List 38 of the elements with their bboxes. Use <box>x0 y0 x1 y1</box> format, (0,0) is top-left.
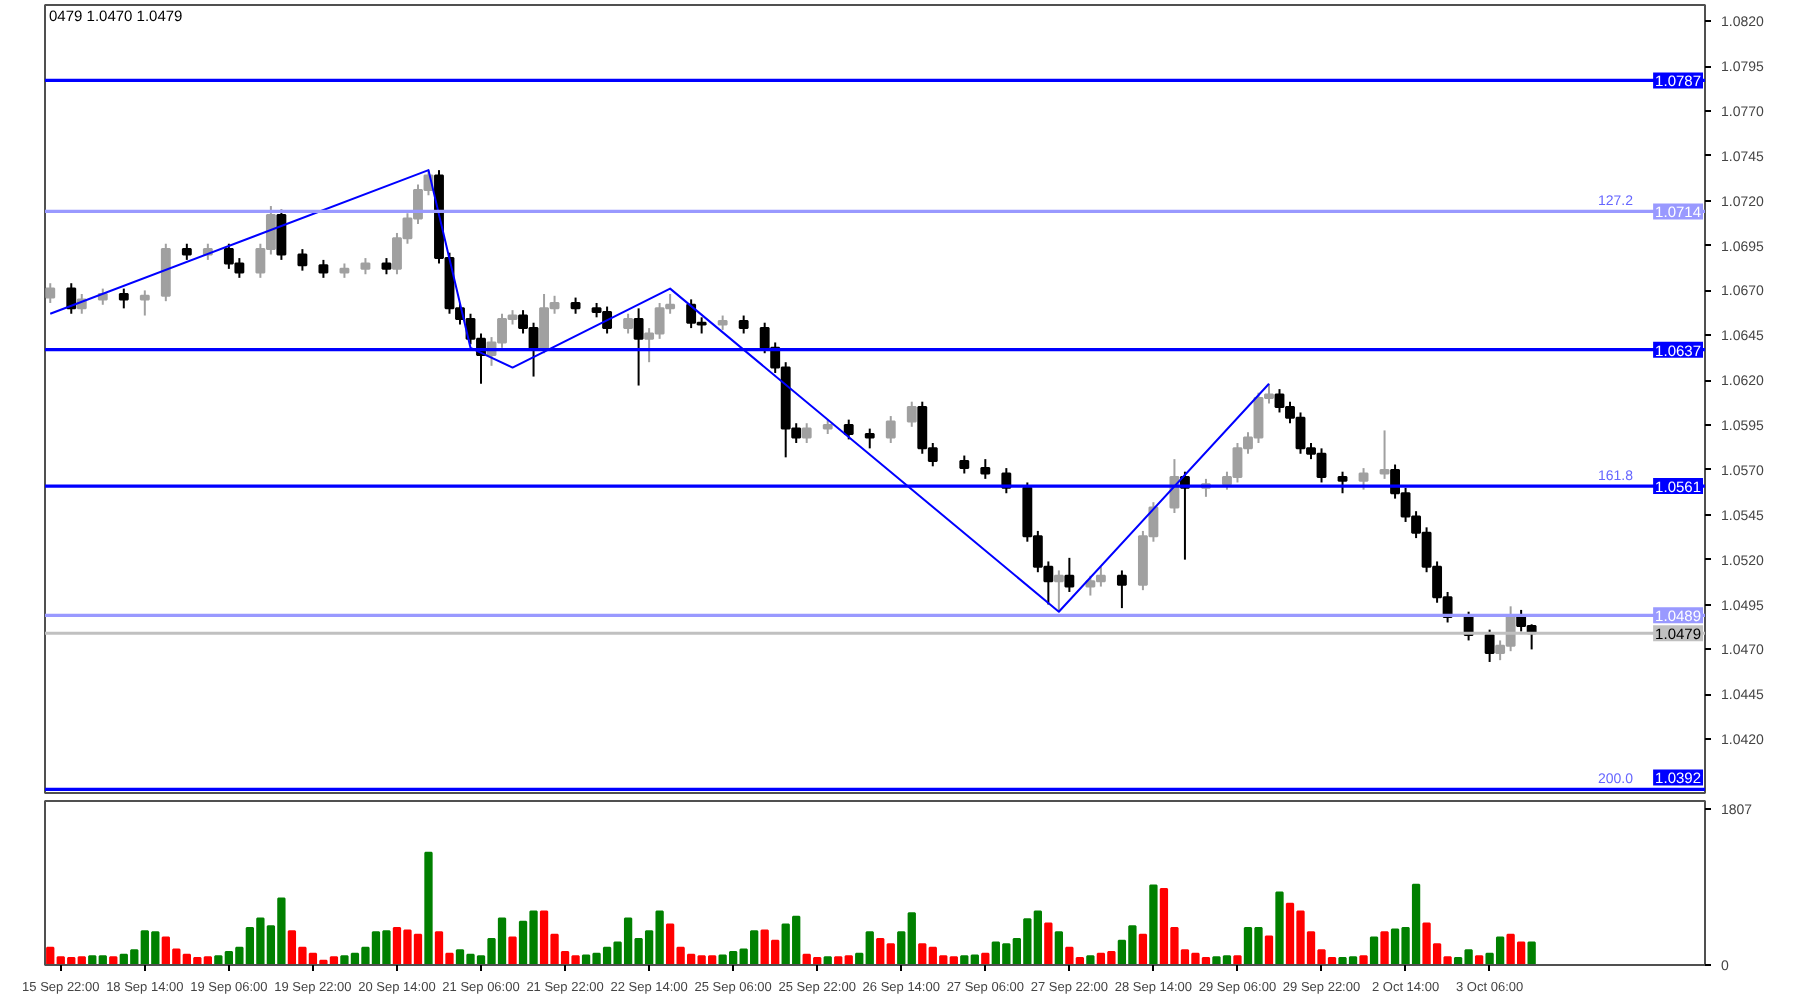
bar <box>1138 933 1148 965</box>
candlestick <box>1358 467 1369 491</box>
candlestick <box>864 427 875 450</box>
bar <box>1359 955 1368 965</box>
bar <box>1474 955 1484 965</box>
candlestick <box>1053 569 1064 613</box>
candlestick <box>45 282 56 304</box>
candlestick <box>801 422 812 444</box>
bar <box>823 956 832 965</box>
bar <box>981 952 990 965</box>
candlestick <box>1337 470 1348 495</box>
candlestick <box>1484 628 1495 663</box>
bar <box>1369 936 1379 965</box>
bar <box>1149 884 1158 965</box>
candlestick <box>297 248 308 272</box>
bar <box>1044 922 1053 965</box>
bar <box>1054 931 1064 965</box>
bar <box>1527 941 1536 965</box>
candlestick <box>276 208 287 261</box>
candlestick <box>906 400 917 428</box>
bar <box>109 956 118 965</box>
bar <box>1275 891 1284 965</box>
bar <box>1233 955 1242 965</box>
candlestick <box>843 418 854 441</box>
bar <box>508 936 517 965</box>
candlestick <box>885 415 896 444</box>
candlestick <box>118 287 129 310</box>
candlestick <box>1116 569 1127 610</box>
candlestick <box>623 312 634 335</box>
bar <box>1380 931 1389 965</box>
candlestick <box>160 242 171 303</box>
candlestick <box>980 458 991 480</box>
bar <box>1264 935 1274 965</box>
bar <box>424 851 433 965</box>
bar <box>1086 955 1095 965</box>
candlestick <box>633 307 644 387</box>
candlestick <box>139 289 150 317</box>
candlestick <box>1064 556 1075 593</box>
